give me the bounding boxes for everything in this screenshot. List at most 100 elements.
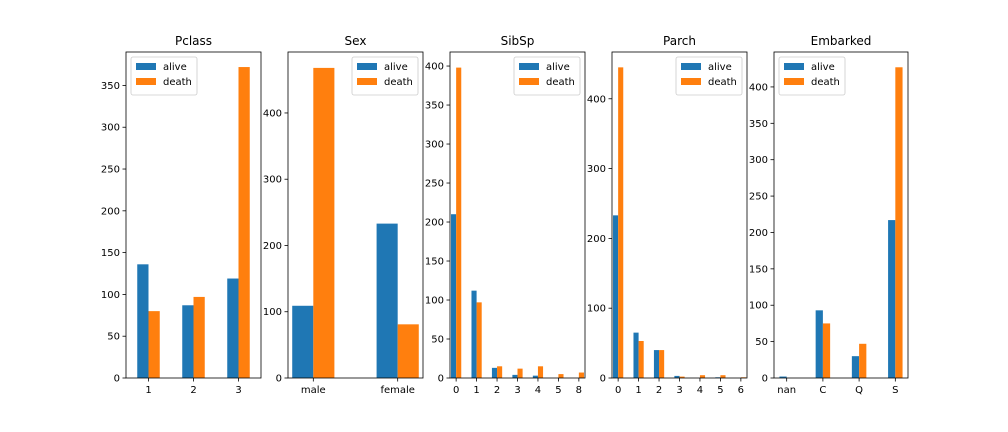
- bar-death: [476, 302, 482, 378]
- y-tick-label: 50: [431, 335, 444, 346]
- legend-label-death: death: [708, 77, 737, 88]
- y-tick-label: 400: [749, 82, 768, 93]
- axes-frame: [611, 51, 748, 379]
- bar-death: [558, 374, 564, 378]
- y-tick-label: 100: [101, 290, 120, 301]
- x-tick-label: 4: [697, 385, 703, 396]
- y-tick-label: 200: [587, 234, 606, 245]
- x-tick-label: male: [301, 385, 326, 396]
- axes-frame: [773, 51, 909, 379]
- x-tick-label: 2: [494, 385, 500, 396]
- y-tick-label: 0: [762, 374, 768, 385]
- legend-label-death: death: [811, 77, 840, 88]
- bar-alive: [851, 356, 860, 378]
- legend-label-alive: alive: [163, 62, 187, 73]
- y-tick-label: 100: [425, 296, 444, 307]
- y-tick-label: 300: [101, 123, 120, 134]
- x-tick-label: 8: [576, 385, 582, 396]
- bar-alive: [137, 264, 149, 378]
- x-tick-label: 0: [453, 385, 459, 396]
- y-tick-label: 250: [101, 165, 120, 176]
- legend-label-alive: alive: [708, 62, 732, 73]
- bar-alive: [613, 215, 619, 378]
- y-tick-label: 350: [425, 101, 444, 112]
- bar-death: [895, 67, 903, 378]
- x-tick-label: female: [380, 385, 414, 396]
- y-tick-label: 150: [101, 248, 120, 259]
- x-tick-label: S: [892, 385, 898, 396]
- bar-death: [699, 375, 706, 378]
- legend: alive death: [513, 56, 581, 96]
- legend-label-death: death: [384, 77, 413, 88]
- bar-alive: [451, 214, 457, 378]
- bar-death: [720, 375, 726, 378]
- legend-swatch-alive: [681, 63, 701, 70]
- x-tick-label: 2: [190, 385, 196, 396]
- y-tick-label: 300: [425, 140, 444, 151]
- y-tick-label: 100: [749, 301, 768, 312]
- x-tick-label: 4: [535, 385, 541, 396]
- axes-frame: [449, 51, 586, 379]
- bar-death: [238, 67, 250, 379]
- legend: alive death: [130, 56, 198, 96]
- legend-label-death: death: [546, 77, 575, 88]
- y-tick-label: 0: [114, 374, 120, 385]
- legend-swatch-alive: [357, 63, 377, 70]
- bar-death: [618, 67, 624, 379]
- x-tick-label: 1: [473, 385, 479, 396]
- bar-death: [679, 376, 685, 378]
- legend-swatch-death: [784, 78, 804, 85]
- y-tick-label: 400: [587, 94, 606, 105]
- y-tick-label: 0: [600, 374, 606, 385]
- y-tick-label: 50: [107, 332, 120, 343]
- x-tick-label: 3: [235, 385, 241, 396]
- bar-death: [638, 341, 644, 378]
- bar-alive: [633, 332, 639, 378]
- bar-alive: [471, 290, 477, 378]
- x-tick-label: 0: [615, 385, 621, 396]
- x-tick-label: 3: [514, 385, 520, 396]
- legend-swatch-death: [136, 78, 156, 85]
- y-tick-label: 300: [263, 175, 282, 186]
- bar-death: [456, 67, 462, 378]
- y-tick-label: 50: [755, 337, 768, 348]
- x-tick-label: 6: [738, 385, 744, 396]
- y-tick-label: 150: [425, 257, 444, 268]
- x-tick-label: nan: [777, 385, 796, 396]
- bar-death: [193, 296, 205, 378]
- y-tick-label: 300: [749, 155, 768, 166]
- subplot-sex: Sex 0 100 200 300 400 male female alive death: [263, 34, 424, 396]
- subplot-title: Sex: [345, 34, 367, 48]
- bar-death: [659, 350, 665, 378]
- bar-death: [397, 324, 419, 378]
- x-tick-label: 1: [145, 385, 151, 396]
- bar-alive: [376, 223, 398, 378]
- bar-alive: [674, 375, 680, 378]
- y-tick-label: 250: [749, 192, 768, 203]
- x-tick-label: 3: [676, 385, 682, 396]
- bar-alive: [491, 367, 498, 378]
- y-tick-label: 200: [101, 206, 120, 217]
- bar-alive: [512, 374, 518, 378]
- x-tick-label: Q: [855, 385, 863, 396]
- subplot-parch: Parch 0 100 200 300 400 0 1 2 3 4 5 6 alive death: [587, 34, 748, 396]
- y-tick-label: 250: [425, 179, 444, 190]
- y-tick-label: 400: [425, 62, 444, 73]
- legend: alive death: [351, 56, 419, 96]
- subplot-title: Parch: [663, 34, 696, 48]
- bar-death: [537, 366, 544, 378]
- legend-swatch-alive: [784, 63, 804, 70]
- y-tick-label: 100: [263, 307, 282, 318]
- subplot-pclass: Pclass 0 50 100 150 200 250 300 350 1 2 3 alive death: [101, 34, 262, 396]
- legend-label-alive: alive: [384, 62, 408, 73]
- y-tick-label: 100: [587, 304, 606, 315]
- bar-alive: [815, 310, 823, 378]
- bar-death: [859, 343, 867, 378]
- bar-death: [497, 366, 503, 378]
- bar-death: [148, 311, 160, 378]
- y-tick-label: 350: [749, 119, 768, 130]
- axes-frame: [287, 51, 424, 379]
- subplot-title: SibSp: [501, 34, 535, 48]
- x-tick-label: C: [819, 385, 826, 396]
